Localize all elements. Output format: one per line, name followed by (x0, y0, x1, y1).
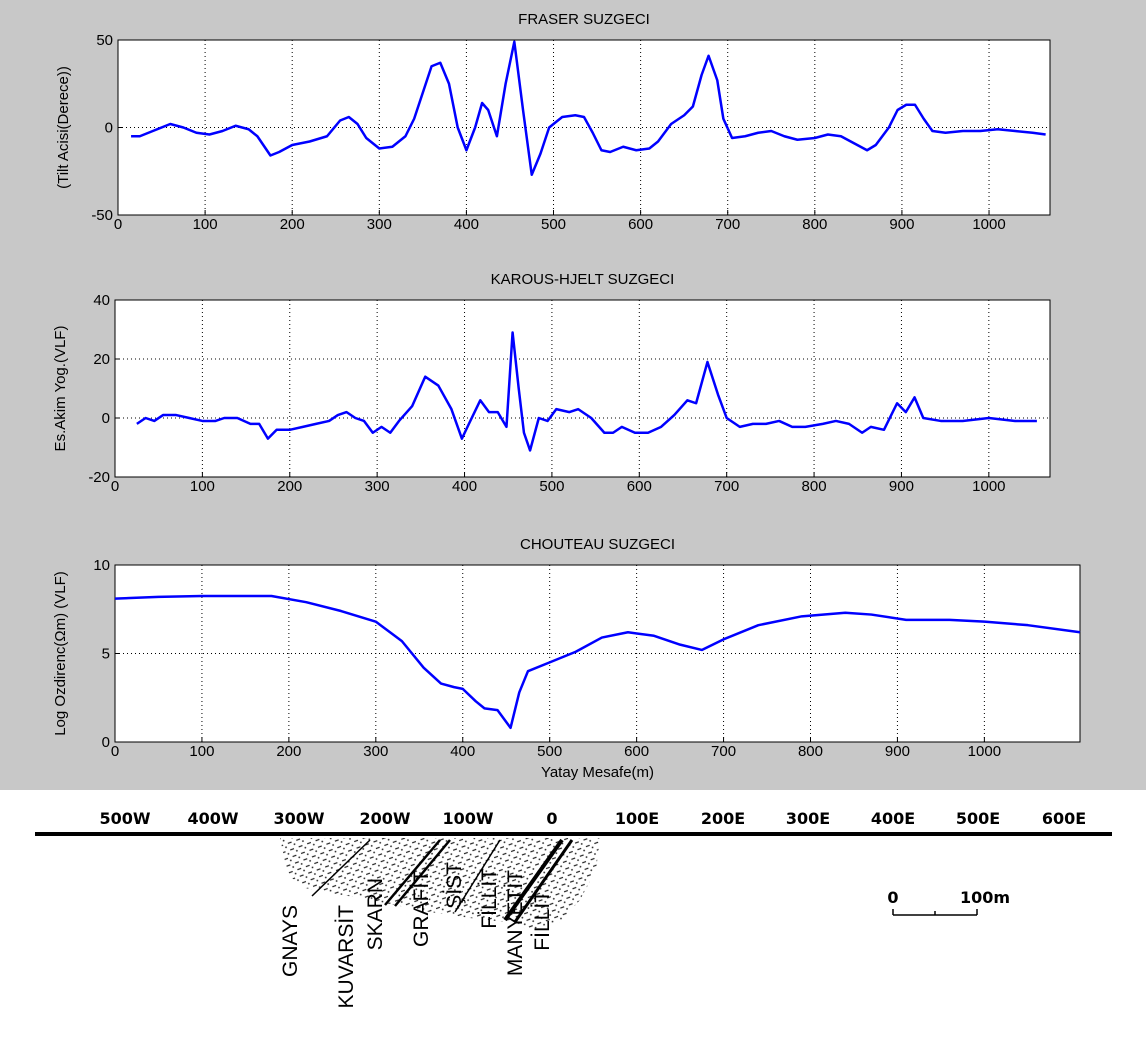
distance-label: 400W (187, 809, 238, 828)
y-tick-label: 0 (105, 120, 113, 137)
plot-area (115, 300, 1050, 477)
distance-label: 500W (99, 809, 150, 828)
rock-label: KUVARSİT (335, 905, 358, 1009)
x-tick-label: 700 (711, 743, 736, 760)
x-tick-label: 500 (539, 478, 564, 495)
rock-label: GNAYS (279, 905, 302, 977)
x-tick-label: 800 (802, 216, 827, 233)
x-tick-label: 1000 (968, 743, 1001, 760)
distance-label: 100E (615, 809, 659, 828)
x-tick-label: 500 (541, 216, 566, 233)
plot-frame (117, 39, 1051, 216)
x-tick-label: 400 (454, 216, 479, 233)
y-tick-label: 50 (96, 32, 113, 49)
y-tick-label: 0 (102, 734, 110, 751)
rock-label: ŞİST (443, 862, 466, 909)
y-tick-label: -20 (88, 469, 110, 486)
distance-label: 0 (546, 809, 557, 828)
rock-label: SKARN (364, 878, 387, 950)
chart-title: KAROUS-HJELT SUZGECI (491, 271, 675, 288)
x-tick-label: 1000 (972, 216, 1005, 233)
rock-body (280, 838, 600, 930)
plot-frame (114, 564, 1081, 743)
x-tick-label: 200 (276, 743, 301, 760)
x-tick-label: 600 (624, 743, 649, 760)
x-tick-label: 100 (189, 743, 214, 760)
data-line (131, 40, 1046, 176)
rock-label: GRAFİT (410, 870, 433, 947)
x-tick-label: 900 (889, 216, 914, 233)
x-tick-label: 0 (111, 478, 119, 495)
distance-label: 600E (1042, 809, 1086, 828)
x-axis-label: Yatay Mesafe(m) (541, 764, 654, 781)
rock-label: FİLLİT (478, 868, 501, 929)
y-tick-label: 0 (102, 410, 110, 427)
cross-section: 0 100m 500W 400W 300W 200W 100W 0 100E 200E 300E… (35, 809, 1112, 1008)
x-tick-label: 200 (277, 478, 302, 495)
contact (503, 838, 564, 922)
contact (311, 839, 371, 897)
distance-label: 300E (786, 809, 830, 828)
contact (394, 839, 451, 907)
contact (513, 839, 574, 923)
x-tick-label: 900 (889, 478, 914, 495)
y-tick-label: 20 (93, 351, 110, 368)
x-tick-label: 0 (114, 216, 122, 233)
x-tick-label: 400 (452, 478, 477, 495)
distance-label: 100W (442, 809, 493, 828)
y-tick-label: 10 (93, 557, 110, 574)
y-axis-label: Log Ozdirenc(Ωm) (VLF) (52, 571, 69, 736)
plot-frame (114, 299, 1051, 478)
scale-start: 0 (887, 888, 898, 907)
x-tick-label: 100 (190, 478, 215, 495)
x-tick-label: 800 (798, 743, 823, 760)
contact (454, 839, 501, 913)
y-tick-label: 40 (93, 292, 110, 309)
rock-label: MANYETİT (504, 870, 527, 976)
data-line (114, 594, 1081, 730)
x-tick-label: 600 (627, 478, 652, 495)
y-axis-label: Es.Akim Yog.(VLF) (52, 326, 69, 452)
x-tick-label: 900 (885, 743, 910, 760)
x-tick-label: 700 (714, 478, 739, 495)
y-tick-label: 5 (102, 646, 110, 663)
chart-title: FRASER SUZGECI (518, 11, 650, 28)
x-tick-label: 600 (628, 216, 653, 233)
x-tick-label: 500 (537, 743, 562, 760)
distance-label: 200E (701, 809, 745, 828)
y-tick-label: -50 (91, 207, 113, 224)
distance-label: 500E (956, 809, 1000, 828)
x-tick-label: 1000 (972, 478, 1005, 495)
y-axis-label: (Tilt Acisi(Derece)) (55, 66, 72, 189)
x-tick-label: 300 (367, 216, 392, 233)
data-line (136, 331, 1037, 452)
x-tick-label: 700 (715, 216, 740, 233)
x-tick-label: 200 (280, 216, 305, 233)
distance-label: 300W (273, 809, 324, 828)
chart-title: CHOUTEAU SUZGECI (520, 536, 675, 553)
x-tick-label: 0 (111, 743, 119, 760)
x-tick-label: 400 (450, 743, 475, 760)
x-tick-label: 800 (802, 478, 827, 495)
x-tick-label: 300 (365, 478, 390, 495)
rock-label: FİLLİT (531, 890, 554, 951)
x-tick-label: 100 (193, 216, 218, 233)
distance-label: 400E (871, 809, 915, 828)
scale-end: 100m (960, 888, 1010, 907)
distance-label: 200W (359, 809, 410, 828)
contact (384, 839, 441, 906)
x-tick-label: 300 (363, 743, 388, 760)
